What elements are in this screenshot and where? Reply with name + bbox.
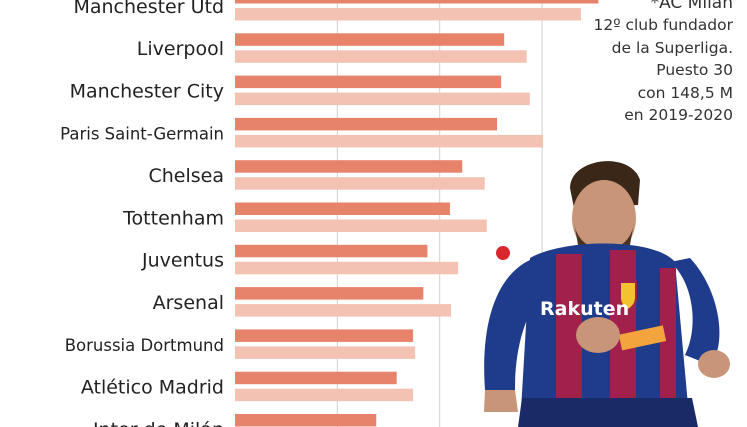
- bar-primary-7: [235, 287, 424, 300]
- bar-primary-9: [235, 371, 397, 385]
- category-label: Tottenham: [122, 207, 224, 229]
- category-label: Manchester Utd: [73, 0, 224, 18]
- bar-secondary-5: [235, 219, 487, 232]
- bar-primary-2: [235, 75, 502, 89]
- bar-primary-6: [235, 244, 428, 258]
- bar-primary-4: [235, 160, 463, 173]
- bar-primary-8: [235, 329, 414, 342]
- player-photo: Rakuten: [484, 161, 730, 427]
- bar-primary-0: [235, 0, 599, 4]
- bar-secondary-7: [235, 304, 451, 317]
- note-line-3: Puesto 30: [656, 61, 733, 79]
- category-label: Chelsea: [148, 165, 224, 187]
- bar-secondary-3: [235, 134, 544, 148]
- ac-milan-note: *AC Milan 12º club fundador de la Superl…: [513, 0, 733, 127]
- bar-secondary-0: [235, 8, 581, 21]
- bar-secondary-2: [235, 92, 530, 106]
- note-line-4: con 148,5 M: [637, 83, 733, 102]
- category-label: Borussia Dortmund: [65, 336, 224, 355]
- bar-secondary-9: [235, 388, 414, 402]
- note-title: *AC Milan: [650, 0, 733, 13]
- category-label: Liverpool: [137, 38, 224, 60]
- category-label: Inter de Milán: [93, 419, 224, 427]
- bar-primary-5: [235, 202, 450, 215]
- category-label: Paris Saint-Germain: [60, 125, 224, 144]
- bar-secondary-6: [235, 261, 459, 275]
- category-label: Manchester City: [70, 80, 224, 102]
- category-labels: Manchester Utd Liverpool Manchester City Pa…: [60, 0, 224, 427]
- category-label: Juventus: [141, 250, 224, 272]
- note-line-5: en 2019-2020: [624, 106, 733, 124]
- bar-secondary-8: [235, 346, 416, 359]
- note-line-1: 12º club fundador: [593, 16, 733, 34]
- bars: [235, 0, 599, 427]
- bar-primary-1: [235, 33, 505, 46]
- note-line-2: de la Superliga.: [611, 38, 733, 57]
- jersey-sponsor-text: Rakuten: [540, 298, 629, 320]
- bar-secondary-1: [235, 50, 527, 63]
- category-label: Arsenal: [153, 292, 224, 314]
- bar-secondary-4: [235, 177, 485, 190]
- bar-primary-3: [235, 117, 498, 131]
- bar-primary-10: [235, 414, 377, 427]
- category-label: Atlético Madrid: [81, 376, 224, 398]
